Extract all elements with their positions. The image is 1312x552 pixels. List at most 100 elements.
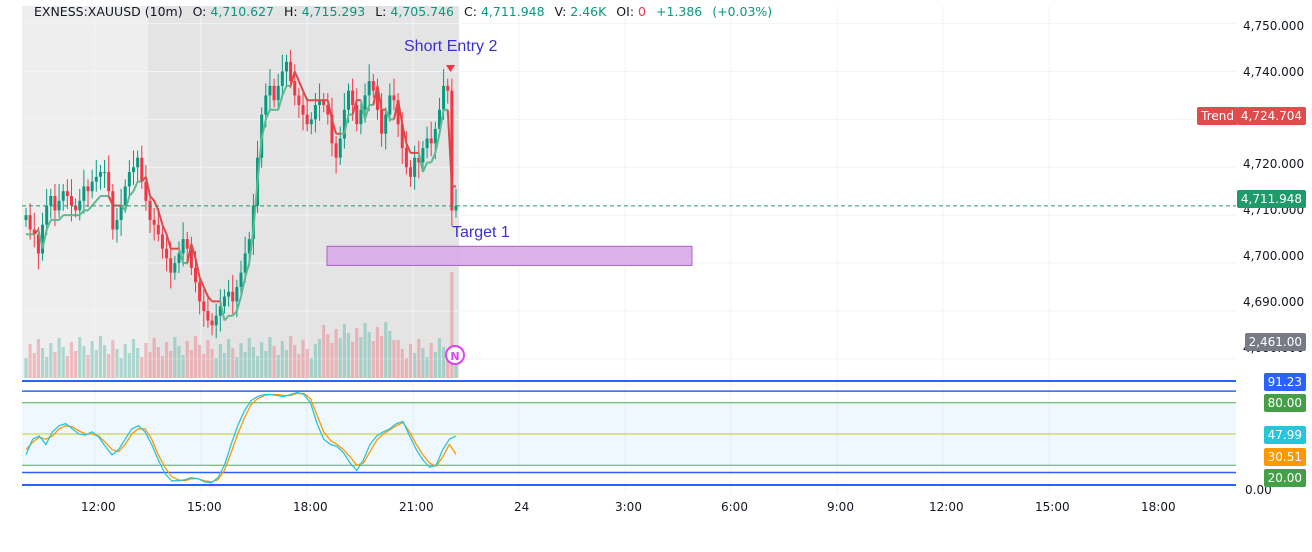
candle-body (123, 186, 127, 206)
trend-line-segment (128, 190, 135, 197)
short-entry-annotation[interactable]: Short Entry 2 (404, 38, 498, 55)
time-tick: 21:00 (399, 500, 434, 514)
volume-bar (169, 351, 173, 378)
candle-body (380, 109, 384, 134)
volume-bar (45, 357, 49, 378)
volume-bar (346, 333, 351, 378)
volume-bar (123, 344, 127, 378)
time-tick: 15:00 (187, 500, 222, 514)
trend-line-segment (157, 210, 164, 226)
candle-body (400, 124, 404, 149)
open-value: 4,710.627 (210, 4, 275, 19)
trend-line-segment (207, 295, 213, 303)
volume-bar (351, 342, 355, 378)
volume-bar (49, 343, 53, 378)
time-tick: 15:00 (1035, 500, 1070, 514)
trend-line-segment (372, 85, 379, 106)
candle-body (243, 253, 247, 273)
volume-bar (326, 334, 330, 378)
trend-line-segment (186, 243, 193, 264)
trend-line-segment (107, 195, 114, 206)
volume-bar (276, 355, 280, 378)
trend-line-segment (446, 109, 453, 187)
candle-body (231, 291, 235, 302)
short-entry-marker (446, 65, 455, 72)
candle-body (103, 172, 107, 174)
trend-line-segment (302, 90, 309, 101)
volume-bar (297, 354, 301, 378)
volume-bar (367, 332, 371, 378)
osc-k-label: 47.99 (1263, 426, 1306, 444)
volume-bar (214, 358, 218, 378)
volume-bar (102, 345, 107, 378)
volume-bar (61, 347, 65, 378)
trend-line-segment (260, 119, 267, 139)
volume-bar (317, 339, 322, 378)
candle-body (218, 306, 222, 316)
trend-line-segment (161, 224, 168, 235)
trend-line-segment (194, 258, 201, 278)
volume-bar (144, 343, 148, 378)
volume-bar (243, 352, 247, 378)
volume-bar (342, 324, 346, 378)
candle-body (202, 301, 206, 311)
candle-body (396, 100, 400, 125)
target-zone-box (326, 245, 693, 266)
trend-line-segment (397, 100, 404, 125)
volume-bar (421, 348, 425, 378)
candle-body (437, 109, 441, 129)
candle-body (181, 239, 185, 254)
low-value: 4,705.746 (390, 4, 455, 19)
session-marker-icon[interactable]: N (445, 345, 465, 365)
trend-line-segment (219, 301, 226, 321)
candle-body (280, 71, 284, 86)
trend-line-segment (343, 114, 350, 134)
target-annotation[interactable]: Target 1 (452, 224, 510, 241)
volume-bar (74, 351, 78, 378)
volume-bar (115, 349, 119, 378)
symbol-label[interactable]: EXNESS:XAUUSD (10m) (34, 4, 183, 19)
trend-line-segment (58, 214, 64, 221)
candle-body (214, 315, 218, 326)
candle-body (301, 105, 305, 115)
candle-body (388, 95, 392, 115)
volume-bar (90, 341, 94, 378)
volume-bar (363, 323, 367, 378)
candle-body (313, 105, 317, 120)
volume-bar (450, 272, 454, 378)
trend-line-segment (289, 71, 296, 87)
candle-body (326, 105, 330, 115)
candle-body (185, 239, 189, 249)
volume-bar (111, 340, 115, 378)
last-price-label: 4,711.948 (1236, 190, 1306, 208)
candle-body (450, 90, 454, 211)
open-label: O: (192, 4, 207, 19)
trend-line-segment (393, 99, 400, 120)
volume-bar (148, 352, 152, 378)
candle-body (342, 109, 346, 139)
volume-bar (446, 356, 450, 378)
candle-body (284, 61, 288, 72)
change-percent: (+0.03%) (712, 4, 773, 19)
volume-bar (388, 331, 392, 378)
volume-price-label: 2,461.00 (1244, 333, 1306, 351)
volume-bar (181, 355, 185, 378)
time-tick: 9:00 (827, 500, 854, 514)
candle-body (127, 172, 131, 187)
candle-body (429, 138, 433, 144)
volume-bar (32, 353, 36, 378)
time-tick: 24 (514, 500, 530, 514)
volume-bar (198, 345, 202, 378)
candle-body (367, 81, 371, 96)
candle-body (227, 291, 231, 297)
trend-price-label: 4,724.704 (1236, 107, 1306, 125)
candle-body (144, 181, 148, 201)
candle-body (421, 148, 425, 163)
volume-bar (251, 347, 256, 378)
candle-body (384, 114, 388, 134)
volume-bar (185, 341, 189, 378)
volume-bar (222, 353, 227, 378)
candle-body (189, 248, 193, 268)
